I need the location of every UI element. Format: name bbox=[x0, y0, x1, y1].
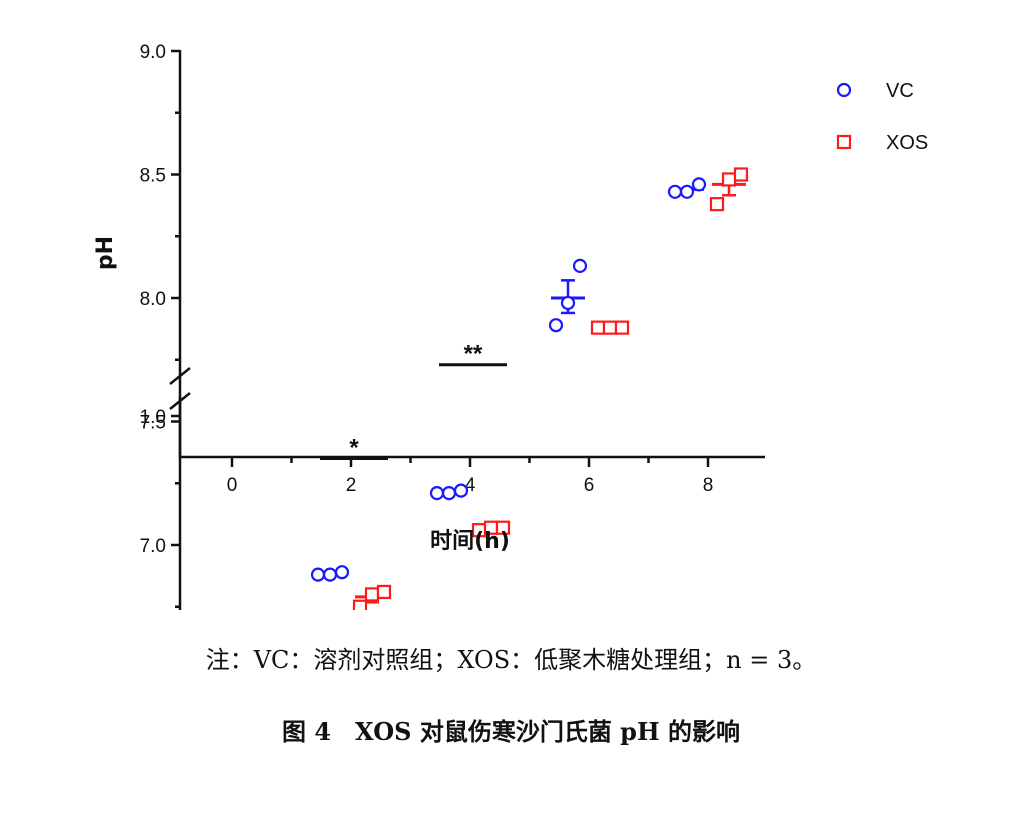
legend: VC XOS bbox=[836, 80, 928, 154]
x-tick-label: 8 bbox=[703, 475, 714, 496]
y-tick-label: 9.0 bbox=[140, 42, 166, 63]
x-tick-label: 6 bbox=[584, 475, 595, 496]
x-tick-label: 2 bbox=[346, 475, 357, 496]
data-point-xos bbox=[733, 167, 749, 182]
axes bbox=[169, 50, 765, 610]
x-axis-title: 时间(h) bbox=[430, 529, 510, 554]
axis-break-mark bbox=[169, 367, 191, 385]
data-point-xos bbox=[614, 320, 630, 335]
data-point-vc bbox=[453, 483, 469, 498]
legend-label: XOS bbox=[886, 132, 928, 154]
data-point-xos bbox=[602, 320, 618, 335]
data-point-vc bbox=[310, 567, 326, 582]
data-point-vc bbox=[429, 486, 445, 501]
annotations: *** bbox=[320, 341, 507, 462]
y-tick-label: 7.5 bbox=[140, 413, 166, 434]
data-point-vc bbox=[560, 295, 576, 311]
data-point-vc bbox=[334, 565, 350, 580]
data-point-vc bbox=[322, 567, 338, 582]
y-axis-title: pH bbox=[93, 236, 118, 270]
data-point-vc bbox=[691, 177, 707, 192]
legend-marker-vc bbox=[836, 82, 852, 98]
data-point-xos bbox=[352, 599, 368, 610]
data-point-vc bbox=[667, 184, 683, 199]
y-tick-label: 1.0 bbox=[140, 407, 166, 428]
x-tick-label: 0 bbox=[227, 475, 238, 496]
data-point-xos bbox=[364, 587, 380, 602]
axis-break-mark bbox=[169, 392, 191, 410]
y-tick-label: 8.5 bbox=[140, 166, 166, 187]
significance-label: * bbox=[349, 435, 359, 462]
x-tick-label: 4 bbox=[465, 475, 476, 496]
marks bbox=[310, 167, 749, 610]
data-point-xos bbox=[376, 584, 392, 600]
data-point-vc bbox=[548, 318, 564, 333]
y-tick-label: 7.0 bbox=[140, 536, 166, 557]
y-tick-label: 8.0 bbox=[140, 289, 166, 310]
data-point-vc bbox=[679, 184, 695, 199]
figure-note: 注：VC：溶剂对照组；XOS：低聚木糖处理组；n = 3。 bbox=[205, 646, 817, 674]
figure-caption: 图 4 XOS 对鼠伤寒沙门氏菌 pH 的影响 bbox=[281, 717, 740, 746]
data-point-xos bbox=[709, 197, 725, 212]
legend-label: VC bbox=[886, 80, 914, 102]
significance-label: ** bbox=[464, 341, 483, 368]
data-point-vc bbox=[572, 258, 588, 273]
data-point-xos bbox=[495, 520, 511, 535]
data-point-vc bbox=[441, 486, 457, 501]
data-point-xos bbox=[721, 172, 737, 187]
legend-marker-xos bbox=[836, 134, 852, 150]
data-point-xos bbox=[590, 320, 606, 335]
